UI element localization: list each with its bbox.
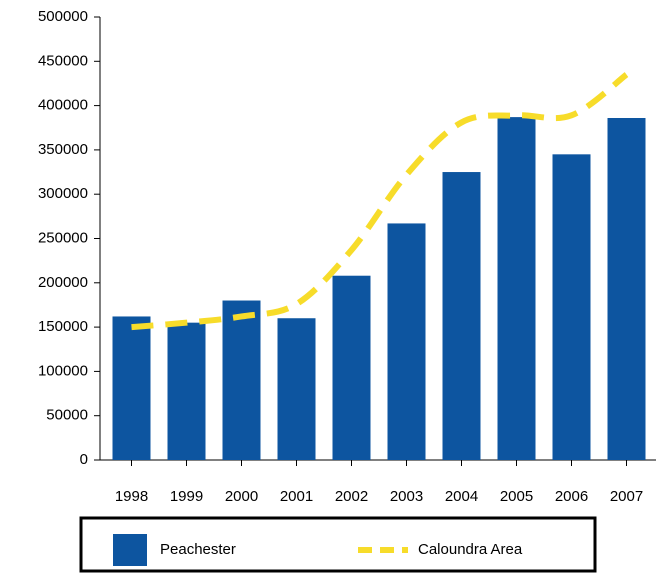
legend-box [79,516,597,573]
y-tick-label: 300000 [38,185,88,202]
y-tick-label: 250000 [38,229,88,246]
x-tick-label: 2007 [610,488,643,505]
x-tick-label: 2000 [225,488,258,505]
bar [497,117,536,461]
y-tick-label: 100000 [38,362,88,379]
x-tick-label: 1999 [170,488,203,505]
line [131,72,629,331]
x-tick-label: 2002 [335,488,368,505]
bar [167,322,206,460]
legend-swatch [113,534,147,566]
x-tick-label: 2005 [500,488,533,505]
bar [222,300,261,460]
bar [552,154,591,460]
x-tick-label: 2006 [555,488,588,505]
y-tick-label: 200000 [38,274,88,291]
y-tick-label: 400000 [38,97,88,114]
bar [332,275,371,460]
y-tick-label: 450000 [38,52,88,69]
x-tick-label: 2001 [280,488,313,505]
y-tick-label: 500000 [38,8,88,25]
x-tick-label: 2004 [445,488,478,505]
y-tick-label: 0 [80,451,88,468]
legend-label: Caloundra Area [418,541,523,558]
bar [442,172,481,461]
bar [387,223,426,460]
bar [112,316,151,460]
bar [277,318,316,460]
x-tick-label: 2003 [390,488,423,505]
legend-label: Peachester [160,541,236,558]
y-tick-label: 50000 [46,407,88,424]
bar [607,118,646,460]
y-tick-label: 350000 [38,141,88,158]
x-tick-label: 1998 [115,488,148,505]
y-tick-label: 150000 [38,318,88,335]
